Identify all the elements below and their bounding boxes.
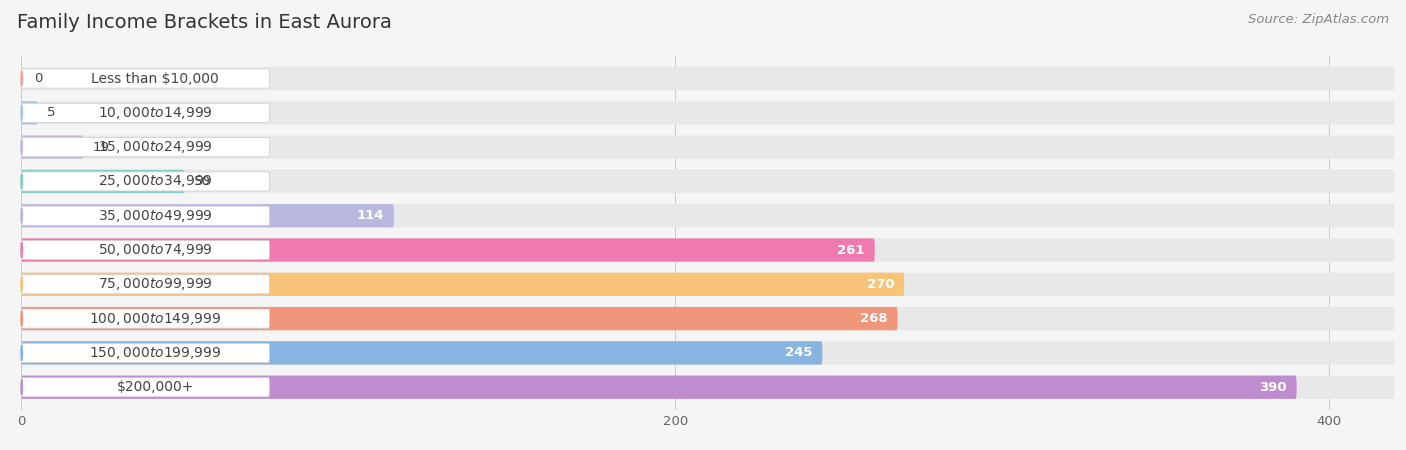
Text: 0: 0 [34,72,42,85]
Text: 390: 390 [1260,381,1286,394]
FancyBboxPatch shape [21,309,270,328]
Text: 19: 19 [93,141,110,153]
FancyBboxPatch shape [21,307,897,330]
Text: $150,000 to $199,999: $150,000 to $199,999 [89,345,222,361]
FancyBboxPatch shape [21,238,1395,262]
FancyBboxPatch shape [21,206,270,225]
Text: $10,000 to $14,999: $10,000 to $14,999 [98,105,212,121]
Text: $100,000 to $149,999: $100,000 to $149,999 [89,310,222,327]
FancyBboxPatch shape [21,307,1395,330]
FancyBboxPatch shape [21,376,1395,399]
FancyBboxPatch shape [21,135,83,159]
FancyBboxPatch shape [21,170,184,193]
FancyBboxPatch shape [21,376,1296,399]
FancyBboxPatch shape [21,138,270,157]
FancyBboxPatch shape [21,275,270,294]
Text: $15,000 to $24,999: $15,000 to $24,999 [98,139,212,155]
FancyBboxPatch shape [21,101,38,125]
Text: 245: 245 [785,346,813,360]
FancyBboxPatch shape [21,135,1395,159]
Text: Family Income Brackets in East Aurora: Family Income Brackets in East Aurora [17,14,392,32]
FancyBboxPatch shape [21,240,270,260]
Text: $75,000 to $99,999: $75,000 to $99,999 [98,276,212,292]
FancyBboxPatch shape [21,341,1395,365]
FancyBboxPatch shape [21,204,394,227]
Circle shape [21,105,22,121]
Circle shape [21,208,22,223]
FancyBboxPatch shape [21,343,270,362]
Circle shape [21,311,22,326]
FancyBboxPatch shape [21,170,1395,193]
FancyBboxPatch shape [21,67,1395,90]
FancyBboxPatch shape [21,69,270,88]
Text: $35,000 to $49,999: $35,000 to $49,999 [98,208,212,224]
Text: 268: 268 [860,312,887,325]
FancyBboxPatch shape [21,104,270,122]
Circle shape [21,277,22,292]
FancyBboxPatch shape [21,341,823,365]
Circle shape [21,140,22,155]
FancyBboxPatch shape [21,204,1395,227]
Text: 5: 5 [48,106,56,119]
Circle shape [21,71,22,86]
Circle shape [21,243,22,258]
Circle shape [21,345,22,360]
FancyBboxPatch shape [21,101,1395,125]
Circle shape [21,379,22,395]
Circle shape [21,174,22,189]
Text: 50: 50 [194,175,211,188]
Text: $200,000+: $200,000+ [117,380,194,394]
FancyBboxPatch shape [21,238,875,262]
Text: $25,000 to $34,999: $25,000 to $34,999 [98,173,212,189]
FancyBboxPatch shape [21,273,904,296]
FancyBboxPatch shape [21,172,270,191]
Text: 261: 261 [838,243,865,256]
Text: Source: ZipAtlas.com: Source: ZipAtlas.com [1249,14,1389,27]
Text: 270: 270 [868,278,894,291]
Text: 114: 114 [357,209,384,222]
Text: $50,000 to $74,999: $50,000 to $74,999 [98,242,212,258]
FancyBboxPatch shape [21,273,1395,296]
FancyBboxPatch shape [21,378,270,397]
Text: Less than $10,000: Less than $10,000 [91,72,219,86]
